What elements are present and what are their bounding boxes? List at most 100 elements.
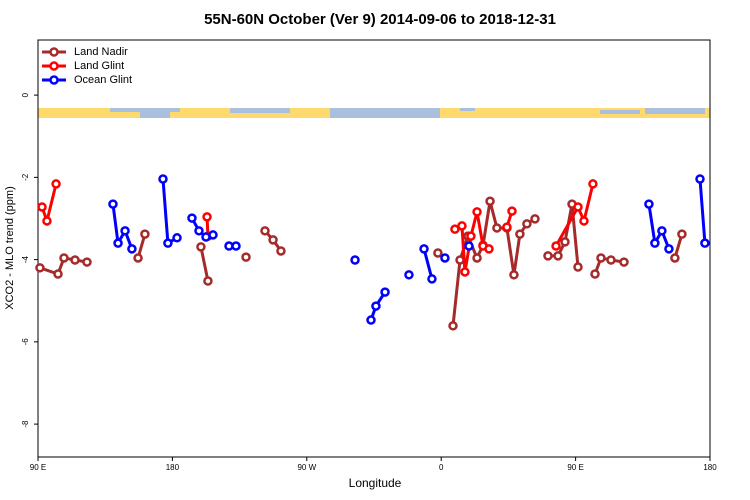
data-point	[231, 241, 241, 251]
data-point	[573, 262, 583, 272]
data-point	[619, 257, 629, 267]
data-point	[485, 196, 495, 206]
series-line	[554, 183, 595, 247]
x-tick-label: 90 E	[30, 463, 46, 472]
data-point	[579, 216, 589, 226]
data-point	[460, 267, 470, 277]
data-point	[187, 213, 197, 223]
data-point	[509, 270, 519, 280]
series-line	[698, 178, 707, 244]
data-point	[133, 253, 143, 263]
data-point	[70, 255, 80, 265]
data-point	[484, 244, 494, 254]
x-tick-label: 180	[166, 463, 180, 472]
data-point	[450, 224, 460, 234]
data-point	[82, 257, 92, 267]
plot-frame	[37, 39, 711, 458]
y-tick-label: 0	[21, 92, 30, 97]
series-line	[111, 203, 134, 250]
map-strip	[38, 108, 710, 118]
data-point	[260, 226, 270, 236]
data-point	[522, 219, 532, 229]
data-point	[371, 301, 381, 311]
data-point	[53, 269, 63, 279]
data-point	[457, 221, 467, 231]
data-point	[466, 231, 476, 241]
data-point	[590, 269, 600, 279]
x-tick-label: 0	[439, 463, 444, 472]
data-point	[440, 253, 450, 263]
data-point	[530, 214, 540, 224]
data-point	[194, 226, 204, 236]
data-point	[59, 253, 69, 263]
y-tick-label: -8	[21, 420, 30, 428]
data-point	[455, 255, 465, 265]
data-point	[427, 274, 437, 284]
data-point	[543, 251, 553, 261]
data-point	[127, 244, 137, 254]
data-point	[108, 199, 118, 209]
data-point	[492, 223, 502, 233]
data-point	[553, 251, 563, 261]
data-point	[113, 238, 123, 248]
series-line	[161, 178, 178, 246]
data-point	[208, 230, 218, 240]
legend-marker	[49, 75, 59, 85]
y-axis-label: XCO2 - MLO trend (ppm)	[4, 186, 16, 309]
data-point	[677, 229, 687, 239]
data-point	[515, 229, 525, 239]
data-point	[695, 174, 705, 184]
data-point	[472, 207, 482, 217]
y-tick-label: -4	[21, 256, 30, 264]
data-point	[472, 253, 482, 263]
data-point	[380, 287, 390, 297]
legend-label: Ocean Glint	[74, 74, 132, 86]
data-point	[42, 216, 52, 226]
data-point	[464, 241, 474, 251]
data-point	[502, 222, 512, 232]
data-point	[606, 255, 616, 265]
data-point	[664, 244, 674, 254]
data-point	[202, 212, 212, 222]
data-point	[560, 237, 570, 247]
series-line	[593, 256, 625, 275]
data-point	[507, 206, 517, 216]
data-point	[120, 226, 130, 236]
data-point	[172, 233, 182, 243]
data-point	[670, 253, 680, 263]
data-point	[433, 248, 443, 258]
data-point	[35, 263, 45, 273]
legend-label: Land Nadir	[74, 46, 128, 58]
data-point	[366, 315, 376, 325]
chart-title: 55N-60N October (Ver 9) 2014-09-06 to 20…	[204, 11, 556, 28]
data-point	[276, 246, 286, 256]
legend-marker	[49, 47, 59, 57]
data-point	[700, 238, 710, 248]
data-point	[196, 242, 206, 252]
series-line	[422, 248, 434, 280]
data-point	[596, 253, 606, 263]
data-point	[588, 179, 598, 189]
data-point	[448, 321, 458, 331]
data-point	[650, 238, 660, 248]
legend-marker	[49, 61, 59, 71]
y-tick-label: -2	[21, 173, 30, 181]
legend-label: Land Glint	[74, 60, 124, 72]
data-point	[140, 229, 150, 239]
data-point	[644, 199, 654, 209]
data-point	[51, 179, 61, 189]
data-point	[241, 252, 251, 262]
data-point	[419, 244, 429, 254]
data-point	[404, 270, 414, 280]
data-point	[350, 255, 360, 265]
x-tick-label: 90 E	[567, 463, 583, 472]
series-line	[40, 183, 58, 227]
data-point	[551, 241, 561, 251]
x-axis-label: Longitude	[349, 476, 402, 490]
x-tick-label: 180	[703, 463, 717, 472]
series-line	[647, 203, 671, 250]
y-tick-label: -6	[21, 338, 30, 346]
data-point	[657, 226, 667, 236]
data-point	[158, 174, 168, 184]
